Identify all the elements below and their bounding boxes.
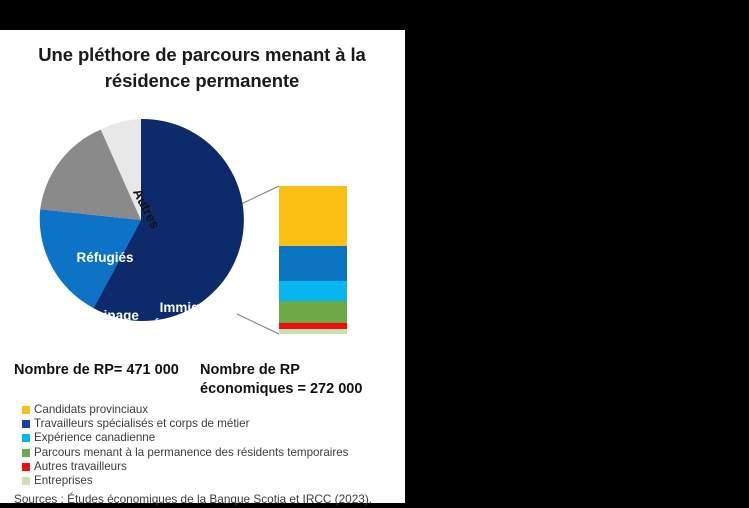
legend-swatch-icon xyxy=(22,434,30,443)
pie-svg xyxy=(39,118,244,321)
legend: Candidats provinciaux Travailleurs spéci… xyxy=(22,403,402,488)
bar-segment-candidats-provinciaux[interactable] xyxy=(279,186,347,246)
pie-slice-autres[interactable] xyxy=(100,119,141,220)
page-title: Une pléthore de parcours menant à la rés… xyxy=(38,44,366,91)
pie-slice-refugies[interactable] xyxy=(40,129,142,221)
legend-label: Expérience canadienne xyxy=(34,431,156,445)
annotation-total-rp: Nombre de RP= 471 000 xyxy=(14,362,179,378)
annotation-economic-rp: Nombre de RP économiques = 272 000 xyxy=(200,362,363,397)
legend-swatch-icon xyxy=(22,448,30,457)
legend-item-parcours-permanence[interactable]: Parcours menant à la permanence des rési… xyxy=(22,446,402,460)
legend-item-travailleurs-specialises[interactable]: Travailleurs spécialisés et corps de mét… xyxy=(22,417,402,431)
legend-swatch-icon xyxy=(22,420,30,429)
legend-swatch-icon xyxy=(22,462,30,471)
stacked-bar-chart xyxy=(279,186,347,334)
legend-item-autres-travailleurs[interactable]: Autres travailleurs xyxy=(22,460,402,474)
pie-slice-immigrants-economiques[interactable] xyxy=(93,118,244,321)
legend-swatch-icon xyxy=(22,406,30,414)
legend-item-entreprises[interactable]: Entreprises xyxy=(22,474,402,488)
legend-label: Entreprises xyxy=(34,473,93,487)
chart-area: Immigrants économiques Parrainage famili… xyxy=(0,30,405,506)
bar-segment-travailleurs-specialises[interactable] xyxy=(279,245,347,281)
legend-item-candidats-provinciaux[interactable]: Candidats provinciaux xyxy=(22,403,402,417)
legend-label: Travailleurs spécialisés et corps de mét… xyxy=(34,417,250,431)
legend-label: Candidats provinciaux xyxy=(34,403,149,416)
bar-segment-parcours-permanence[interactable] xyxy=(279,300,347,323)
legend-label: Parcours menant à la permanence des rési… xyxy=(34,445,349,459)
legend-item-experience-canadienne[interactable]: Expérience canadienne xyxy=(22,431,402,445)
legend-swatch-icon xyxy=(22,476,30,485)
pie-slice-parrainage-familial[interactable] xyxy=(39,209,141,309)
legend-label: Autres travailleurs xyxy=(34,459,127,473)
source-note: Sources : Études économiques de la Banqu… xyxy=(14,492,373,506)
pie-chart: Immigrants économiques Parrainage famili… xyxy=(36,115,246,339)
bar-segment-experience-canadienne[interactable] xyxy=(279,280,347,301)
chart-card: Une pléthore de parcours menant à la rés… xyxy=(0,30,405,506)
callout-connectors xyxy=(236,185,280,335)
bar-segment-autres-travailleurs[interactable] xyxy=(279,322,347,329)
bar-segment-entreprises[interactable] xyxy=(279,328,347,334)
